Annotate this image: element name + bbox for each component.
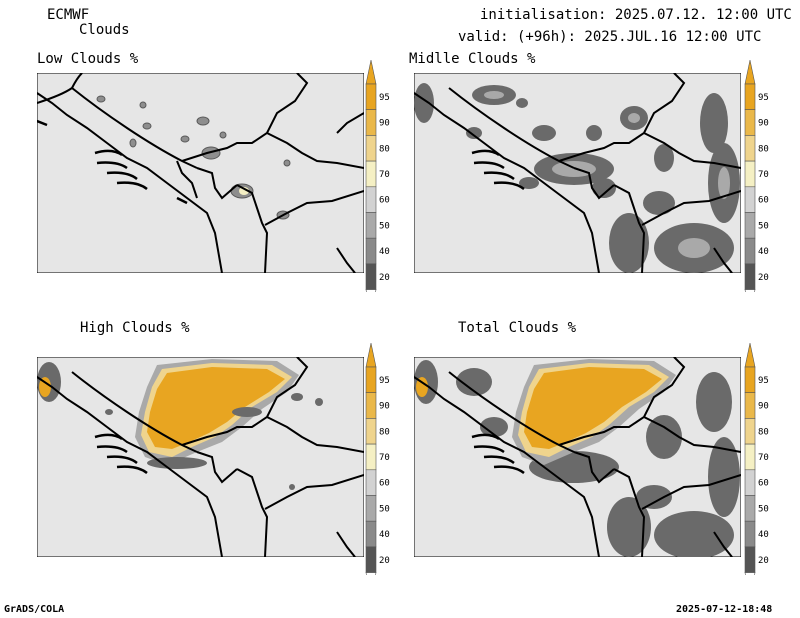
colorbar-segment-90 (744, 109, 756, 136)
high-clouds-map (37, 357, 364, 557)
colorbar-segment-70 (365, 160, 377, 188)
panel-title-total: Total Clouds % (458, 320, 577, 336)
colorbar-segment-40 (365, 237, 377, 265)
colorbar-label-40: 40 (379, 247, 390, 257)
colorbar-label-60: 60 (379, 479, 390, 489)
product-label: Clouds (79, 22, 130, 38)
colorbar-label-50: 50 (758, 504, 769, 514)
colorbar-segment-50 (744, 495, 756, 522)
colorbar-label-70: 70 (379, 453, 390, 463)
colorbar-segment-80 (744, 135, 756, 162)
colorbar-label-20: 20 (379, 273, 390, 283)
colorbar-label-60: 60 (758, 479, 769, 489)
colorbar-label-50: 50 (379, 504, 390, 514)
colorbar-segment-70 (744, 443, 756, 471)
colorbar-label-40: 40 (758, 247, 769, 257)
colorbar-bottom-arrow (365, 572, 377, 575)
colorbar-total: 95 90 80 70 60 50 40 20 (744, 342, 769, 575)
colorbar-segment-95 (365, 366, 377, 394)
colorbar-segment-70 (365, 443, 377, 471)
colorbar-segment-50 (365, 212, 377, 239)
colorbar-label-80: 80 (379, 144, 390, 154)
colorbar-label-20: 20 (379, 556, 390, 566)
colorbar-segment-40 (744, 237, 756, 265)
colorbar-label-80: 80 (379, 427, 390, 437)
colorbar-bottom-arrow (744, 289, 756, 292)
colorbar-label-70: 70 (758, 453, 769, 463)
model-label: ECMWF (47, 7, 90, 23)
colorbar-label-40: 40 (379, 530, 390, 540)
colorbar-label-50: 50 (379, 221, 390, 231)
init-label: initialisation: 2025.07.12. 12:00 UTC (480, 7, 792, 23)
colorbar-segment-90 (365, 392, 377, 419)
colorbar-segment-60 (365, 186, 377, 213)
colorbar-label-20: 20 (758, 556, 769, 566)
colorbar-segment-80 (365, 418, 377, 445)
colorbar-label-60: 60 (379, 196, 390, 206)
panel-title-middle: Midlle Clouds % (409, 51, 536, 67)
colorbar-segment-50 (744, 212, 756, 239)
colorbar-label-20: 20 (758, 273, 769, 283)
colorbar-label-95: 95 (758, 93, 769, 103)
colorbar-top-arrow (365, 342, 377, 368)
colorbar-label-95: 95 (379, 93, 390, 103)
colorbar-segment-40 (744, 520, 756, 548)
colorbar-label-80: 80 (758, 144, 769, 154)
colorbar-label-70: 70 (379, 170, 390, 180)
colorbar-high: 95 90 80 70 60 50 40 20 (365, 342, 390, 575)
colorbar-segment-20 (744, 263, 756, 290)
footer-left: GrADS/COLA (4, 604, 65, 615)
colorbar-segment-95 (744, 366, 756, 394)
colorbar-segment-60 (365, 469, 377, 496)
colorbar-label-70: 70 (758, 170, 769, 180)
colorbar-segment-40 (365, 520, 377, 548)
total-clouds-map (414, 357, 741, 557)
colorbar-label-50: 50 (758, 221, 769, 231)
colorbar-top-arrow (744, 342, 756, 368)
colorbar-label-95: 95 (758, 376, 769, 386)
colorbar-bottom-arrow (365, 289, 377, 292)
colorbar-segment-90 (744, 392, 756, 419)
footer-right: 2025-07-12-18:48 (676, 604, 773, 615)
colorbar-label-95: 95 (379, 376, 390, 386)
low-clouds-map (37, 73, 364, 273)
colorbar-label-60: 60 (758, 196, 769, 206)
colorbar-label-90: 90 (758, 402, 769, 412)
colorbar-segment-50 (365, 495, 377, 522)
colorbar-segment-60 (744, 469, 756, 496)
valid-label: valid: (+96h): 2025.JUL.16 12:00 UTC (458, 29, 762, 45)
colorbar-bottom-arrow (744, 572, 756, 575)
colorbar-segment-95 (365, 83, 377, 111)
colorbar-segment-20 (365, 546, 377, 573)
colorbar-top-arrow (365, 59, 377, 85)
middle-clouds-map (414, 73, 741, 273)
colorbar-label-40: 40 (758, 530, 769, 540)
panel-title-low: Low Clouds % (37, 51, 139, 67)
colorbar-segment-70 (744, 160, 756, 188)
colorbar-label-80: 80 (758, 427, 769, 437)
colorbar-label-90: 90 (379, 402, 390, 412)
colorbar-segment-90 (365, 109, 377, 136)
colorbar-segment-60 (744, 186, 756, 213)
colorbar-segment-20 (744, 546, 756, 573)
colorbar-top-arrow (744, 59, 756, 85)
colorbar-segment-95 (744, 83, 756, 111)
colorbar-label-90: 90 (379, 119, 390, 129)
panel-title-high: High Clouds % (80, 320, 190, 336)
colorbar-middle: 95 90 80 70 60 50 40 20 (744, 59, 769, 292)
colorbar-low: 95 90 80 70 60 50 40 20 (365, 59, 390, 292)
colorbar-segment-20 (365, 263, 377, 290)
colorbar-segment-80 (744, 418, 756, 445)
colorbar-label-90: 90 (758, 119, 769, 129)
colorbar-segment-80 (365, 135, 377, 162)
